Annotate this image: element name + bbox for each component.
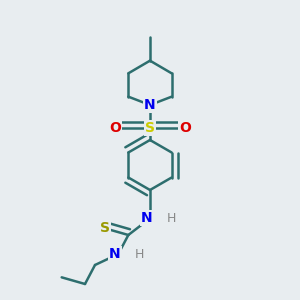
Text: O: O xyxy=(109,121,121,135)
Text: N: N xyxy=(141,211,152,225)
Text: S: S xyxy=(145,121,155,135)
Text: H: H xyxy=(167,212,176,225)
Text: N: N xyxy=(144,98,156,112)
Text: N: N xyxy=(109,247,121,261)
Text: H: H xyxy=(135,248,144,260)
Text: S: S xyxy=(100,221,110,235)
Text: O: O xyxy=(179,121,191,135)
